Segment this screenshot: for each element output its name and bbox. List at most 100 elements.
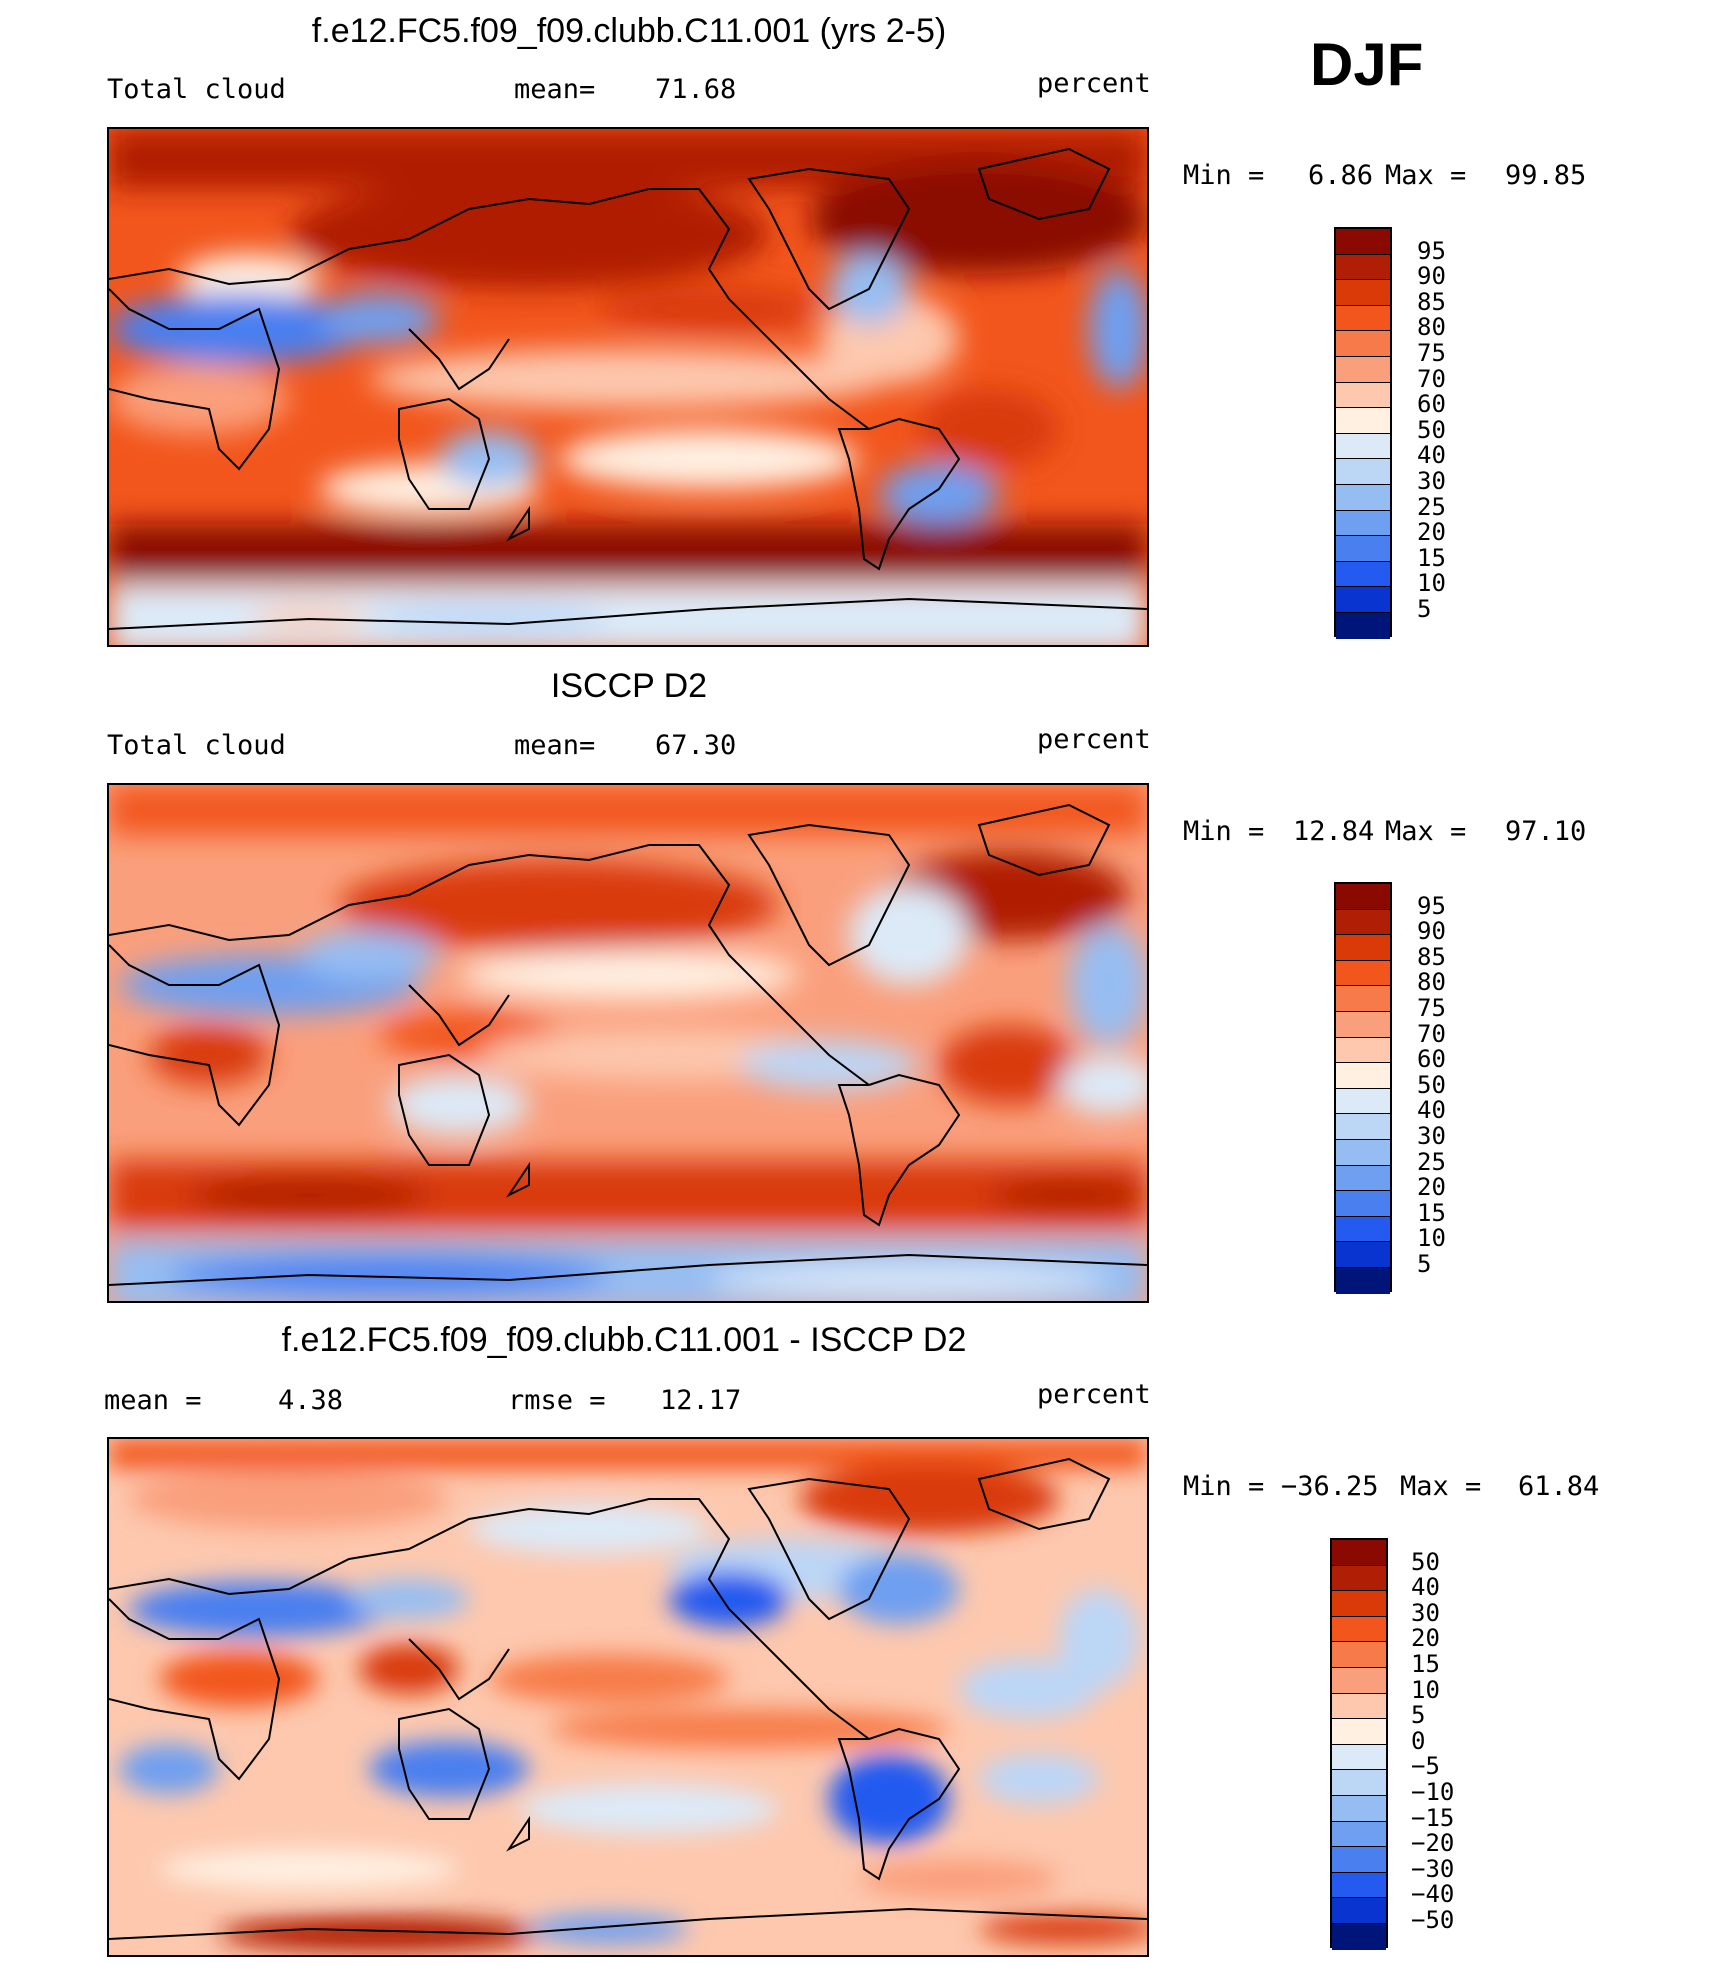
- colorbar-2-swatch: [1336, 1011, 1390, 1038]
- panel-2-min-label: Min =: [1183, 816, 1265, 847]
- panel-2-coastlines: [109, 803, 1147, 1286]
- colorbar-3-tick-label: 15: [1411, 1650, 1440, 1678]
- panel-1-min-value: 6.86: [1308, 160, 1374, 191]
- panel-3-rmse-value: 12.17: [660, 1385, 742, 1416]
- colorbar-1-tick-label: 95: [1417, 236, 1446, 265]
- colorbar-3-swatch: [1332, 1719, 1386, 1745]
- colorbar-1-swatch: [1336, 356, 1390, 383]
- colorbar-3-swatch: [1332, 1667, 1386, 1694]
- colorbar-1-swatch: [1336, 561, 1390, 588]
- colorbar-2-tick-label: 50: [1417, 1070, 1446, 1099]
- colorbar-1-swatch: [1336, 459, 1390, 485]
- panel-1-title: f.e12.FC5.f09_f09.clubb.C11.001 (yrs 2-5…: [311, 12, 947, 50]
- panel-2-max-value: 97.10: [1505, 816, 1587, 847]
- colorbar-1-tick-label: 5: [1417, 595, 1432, 623]
- panel-3-mean-label: mean =: [104, 1385, 202, 1416]
- colorbar-2-tick-label: 40: [1417, 1096, 1446, 1125]
- colorbar-1-swatch: [1336, 254, 1390, 281]
- colorbar-1-tick-label: 85: [1417, 287, 1446, 316]
- colorbar-3-tick-label: −15: [1411, 1803, 1455, 1832]
- colorbar-1-swatch: [1336, 536, 1390, 562]
- colorbar-1-tick-label: 80: [1417, 313, 1446, 342]
- panel-3-min-label: Min =: [1183, 1471, 1265, 1502]
- colorbar-3-tick-label: 30: [1411, 1598, 1440, 1627]
- panel-3-max-label: Max =: [1400, 1471, 1482, 1502]
- panel-1-max-value: 99.85: [1505, 160, 1587, 191]
- colorbar-3-tick-label: −5: [1411, 1752, 1440, 1781]
- panel-1-min-label: Min =: [1183, 160, 1265, 191]
- panel-3-mean-value: 4.38: [278, 1385, 344, 1416]
- panel-1-variable: Total cloud: [107, 74, 286, 105]
- colorbar-1-tick-label: 40: [1417, 441, 1446, 470]
- colorbar-3-swatch: [1332, 1744, 1386, 1771]
- colorbar-1-tick-label: 25: [1417, 492, 1446, 521]
- panel-2-field: [109, 785, 1147, 1301]
- panel-1-coastlines: [109, 147, 1147, 630]
- colorbar-3-tick-label: −10: [1411, 1778, 1455, 1806]
- colorbar-1-swatch: [1336, 305, 1390, 332]
- colorbar-2-tick-label: 95: [1417, 891, 1446, 920]
- colorbar-2-tick-label: 75: [1417, 994, 1446, 1022]
- panel-1-max-label: Max =: [1385, 160, 1467, 191]
- panel-2-mean-label: mean=: [514, 730, 596, 761]
- colorbar-1-tick-label: 50: [1417, 415, 1446, 444]
- colorbar-3-tick-label: 5: [1411, 1701, 1426, 1730]
- panel-1-field-blobs: [109, 129, 1147, 645]
- colorbar-2-tick-label: 15: [1417, 1198, 1446, 1227]
- colorbar-2-tick-label: 25: [1417, 1147, 1446, 1176]
- colorbar-2-swatch: [1336, 1216, 1390, 1243]
- colorbar-1-tick-label: 30: [1417, 467, 1446, 495]
- colorbar-3-tick-label: 20: [1411, 1624, 1440, 1653]
- panel-3-rmse-label: rmse =: [508, 1385, 606, 1416]
- colorbar-1-tick-label: 75: [1417, 339, 1446, 367]
- colorbar-2-swatch: [1336, 1088, 1390, 1115]
- colorbar-3-swatch: [1332, 1770, 1386, 1796]
- colorbar-2-swatch: [1336, 986, 1390, 1012]
- colorbar-2-swatch: [1336, 1139, 1390, 1166]
- colorbar-2-tick-label: 30: [1417, 1122, 1446, 1150]
- colorbar-1-tick-label: 70: [1417, 364, 1446, 393]
- colorbar-1-tick-label: 15: [1417, 543, 1446, 572]
- colorbar-2-swatch: [1336, 909, 1390, 936]
- panel-1-field: [109, 129, 1147, 645]
- colorbar-2-swatch: [1336, 960, 1390, 987]
- panel-1-mean-value: 71.68: [655, 74, 737, 105]
- panel-3-coastlines: [109, 1457, 1147, 1940]
- panel-3-colorbar: [1330, 1538, 1388, 1950]
- panel-2-mean-value: 67.30: [655, 730, 737, 761]
- colorbar-3-tick-label: −40: [1411, 1880, 1455, 1909]
- panel-3-field: [109, 1439, 1147, 1955]
- colorbar-2-tick-label: 90: [1417, 917, 1446, 946]
- panel-3-title: f.e12.FC5.f09_f09.clubb.C11.001 - ISCCP …: [281, 1321, 967, 1359]
- colorbar-3-swatch: [1332, 1565, 1386, 1592]
- colorbar-2-tick-label: 80: [1417, 968, 1446, 997]
- colorbar-3-swatch: [1332, 1591, 1386, 1617]
- colorbar-3-swatch: [1332, 1923, 1386, 1950]
- colorbar-3-tick-label: 40: [1411, 1573, 1440, 1602]
- panel-1-colorbar: [1334, 227, 1392, 639]
- colorbar-1-swatch: [1336, 612, 1390, 639]
- panel-2-max-label: Max =: [1385, 816, 1467, 847]
- colorbar-2-swatch: [1336, 935, 1390, 961]
- colorbar-2-tick-label: 85: [1417, 942, 1446, 971]
- panel-1-map: [107, 127, 1149, 647]
- colorbar-1-swatch: [1336, 484, 1390, 511]
- colorbar-3-tick-label: 10: [1411, 1675, 1440, 1704]
- colorbar-3-tick-label: −20: [1411, 1829, 1455, 1858]
- colorbar-1-swatch: [1336, 382, 1390, 409]
- colorbar-3-swatch: [1332, 1872, 1386, 1899]
- panel-2-map: [107, 783, 1149, 1303]
- panel-3-units: percent: [1037, 1379, 1151, 1410]
- colorbar-3-swatch: [1332, 1898, 1386, 1924]
- panel-2-units: percent: [1037, 724, 1151, 755]
- colorbar-2-tick-label: 70: [1417, 1019, 1446, 1048]
- colorbar-2-swatch: [1336, 1037, 1390, 1064]
- colorbar-3-swatch: [1332, 1795, 1386, 1822]
- colorbar-3-swatch: [1332, 1821, 1386, 1848]
- colorbar-1-tick-label: 60: [1417, 390, 1446, 419]
- panel-2-variable: Total cloud: [107, 730, 286, 761]
- colorbar-2-tick-label: 20: [1417, 1173, 1446, 1202]
- panel-3-max-value: 61.84: [1518, 1471, 1600, 1502]
- colorbar-1-swatch: [1336, 510, 1390, 537]
- colorbar-1-tick-label: 90: [1417, 262, 1446, 291]
